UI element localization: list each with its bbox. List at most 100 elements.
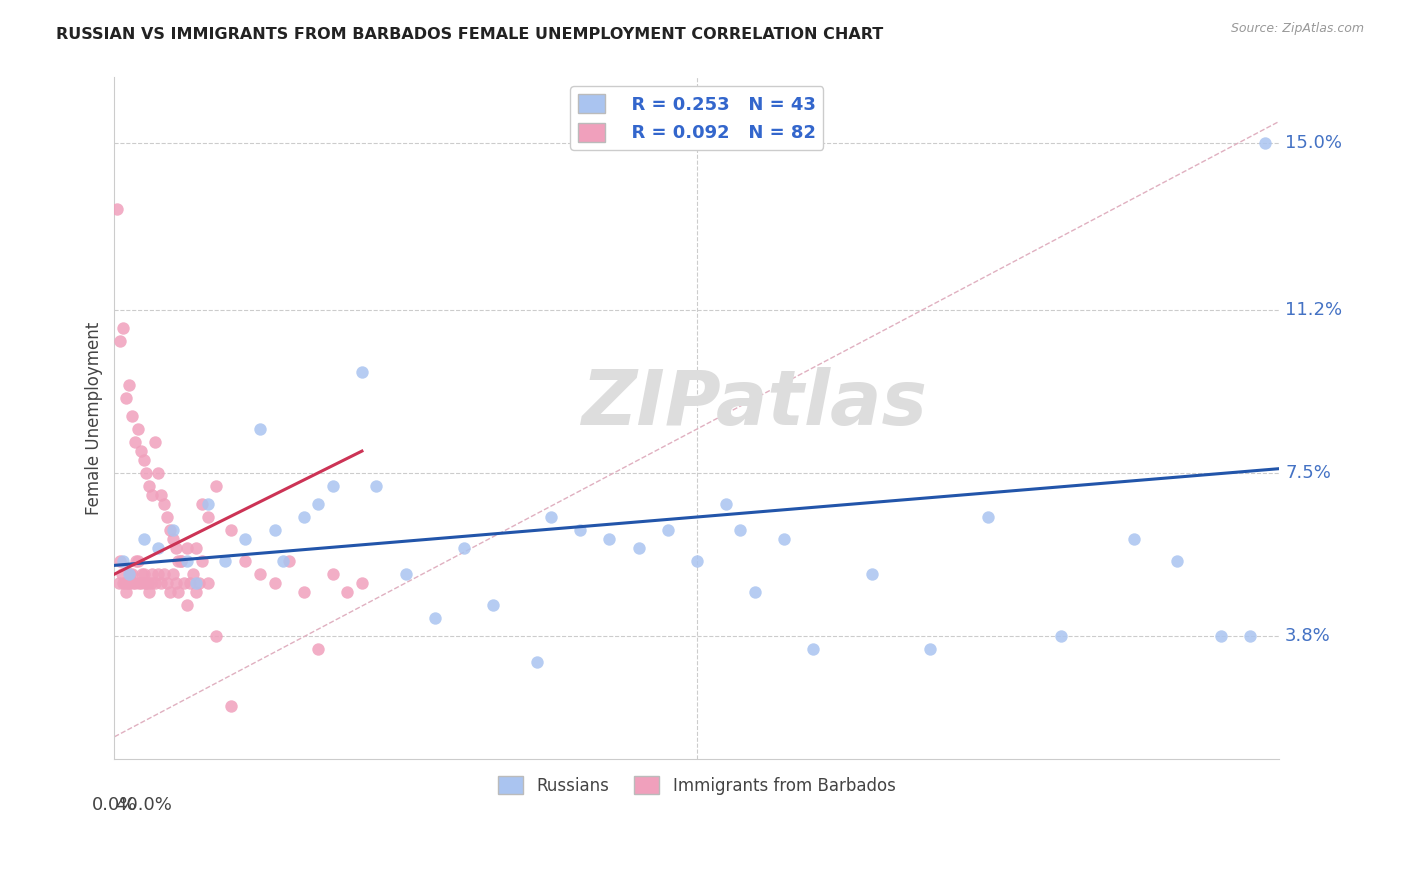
Point (235, 532, 257, 546)
Point (132, 453, 155, 467)
Point (205, 629, 228, 643)
Point (135, 576, 157, 591)
Point (191, 497, 214, 511)
Point (918, 641, 941, 656)
Point (307, 641, 329, 656)
Point (179, 576, 201, 591)
Point (138, 584, 160, 599)
Point (143, 435, 166, 450)
Point (219, 523, 242, 537)
Point (453, 541, 475, 555)
Text: 15.0%: 15.0% (1285, 135, 1343, 153)
Point (598, 532, 620, 546)
Point (117, 576, 139, 591)
Point (1239, 629, 1261, 643)
Point (110, 334, 132, 348)
Point (292, 510, 315, 524)
Point (263, 523, 285, 537)
Point (773, 532, 796, 546)
Point (153, 567, 176, 582)
Point (128, 576, 150, 591)
Point (112, 554, 135, 568)
Point (350, 576, 373, 591)
Point (156, 510, 179, 524)
Point (350, 365, 373, 379)
Point (744, 584, 766, 599)
Point (129, 444, 152, 458)
Text: 11.2%: 11.2% (1285, 301, 1343, 319)
Point (1049, 629, 1071, 643)
Point (132, 567, 155, 582)
Point (150, 488, 173, 502)
Text: 40.0%: 40.0% (115, 797, 172, 814)
Text: RUSSIAN VS IMMIGRANTS FROM BARBADOS FEMALE UNEMPLOYMENT CORRELATION CHART: RUSSIAN VS IMMIGRANTS FROM BARBADOS FEMA… (56, 27, 883, 42)
Point (730, 523, 752, 537)
Point (153, 497, 176, 511)
Point (141, 488, 163, 502)
Point (184, 541, 207, 555)
Point (187, 576, 209, 591)
Point (801, 641, 824, 656)
Point (860, 567, 883, 582)
Point (197, 510, 219, 524)
Point (214, 554, 236, 568)
Point (162, 523, 184, 537)
Point (129, 576, 152, 591)
Point (526, 655, 548, 669)
Point (205, 479, 228, 493)
Point (423, 611, 446, 625)
Point (136, 576, 159, 591)
Point (118, 378, 141, 392)
Point (191, 554, 214, 568)
Point (249, 567, 271, 582)
Y-axis label: Female Unemployment: Female Unemployment (86, 321, 103, 515)
Point (336, 584, 359, 599)
Point (271, 554, 294, 568)
Point (118, 567, 141, 582)
Point (107, 576, 129, 591)
Point (627, 541, 650, 555)
Point (394, 567, 416, 582)
Point (197, 497, 219, 511)
Point (127, 554, 149, 568)
Point (124, 576, 146, 591)
Point (173, 576, 195, 591)
Point (118, 576, 141, 591)
Point (125, 554, 148, 568)
Point (111, 567, 134, 582)
Point (176, 554, 198, 568)
Point (146, 466, 169, 480)
Point (184, 584, 207, 599)
Point (115, 584, 138, 599)
Point (1122, 532, 1144, 546)
Point (540, 510, 562, 524)
Point (176, 541, 198, 555)
Point (569, 523, 592, 537)
Point (159, 584, 181, 599)
Point (139, 576, 162, 591)
Text: 0.0%: 0.0% (91, 797, 138, 814)
Point (322, 479, 344, 493)
Point (114, 576, 136, 591)
Point (110, 554, 132, 568)
Point (292, 584, 315, 599)
Point (482, 598, 505, 612)
Point (165, 541, 187, 555)
Point (235, 554, 257, 568)
Point (146, 541, 169, 555)
Point (167, 584, 190, 599)
Point (657, 523, 679, 537)
Point (219, 699, 242, 714)
Text: 7.5%: 7.5% (1285, 464, 1331, 482)
Point (1253, 136, 1275, 151)
Point (322, 567, 344, 582)
Point (150, 576, 173, 591)
Point (131, 567, 153, 582)
Point (170, 554, 193, 568)
Text: ZIPatlas: ZIPatlas (582, 368, 928, 442)
Point (146, 567, 169, 582)
Point (249, 422, 271, 436)
Point (135, 466, 157, 480)
Point (112, 576, 135, 591)
Point (1209, 629, 1232, 643)
